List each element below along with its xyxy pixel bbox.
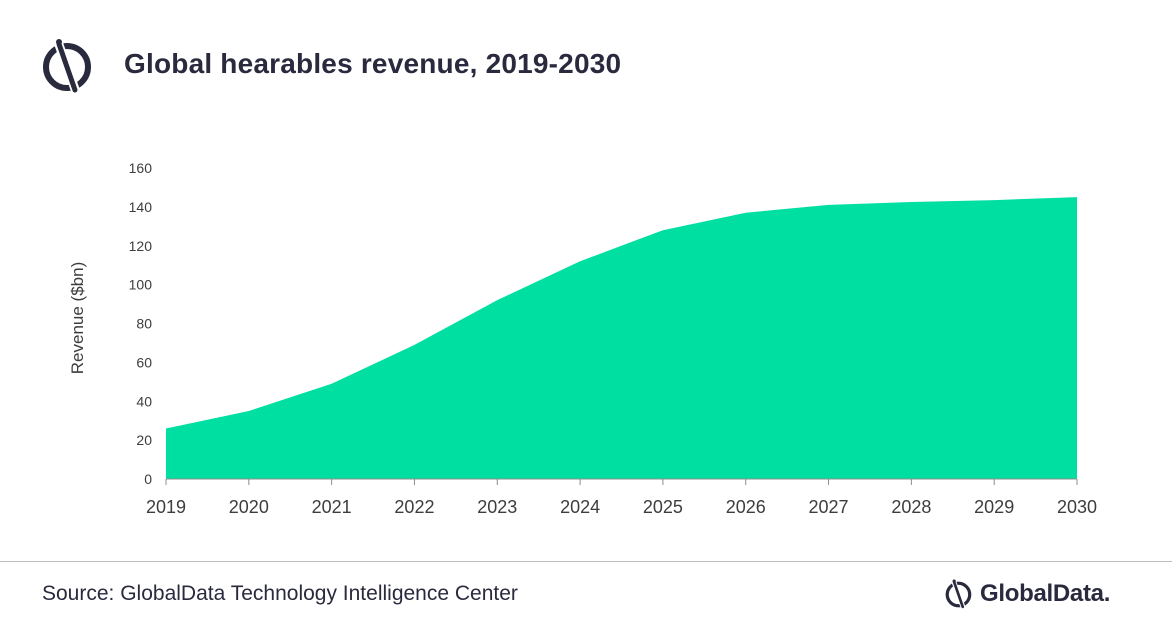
- x-tick-label: 2023: [477, 497, 517, 517]
- x-tick-label: 2024: [560, 497, 600, 517]
- x-tick-label: 2026: [726, 497, 766, 517]
- x-tick-label: 2028: [891, 497, 931, 517]
- y-tick-label: 0: [144, 471, 152, 487]
- y-tick-label: 100: [129, 277, 153, 293]
- brand-logo: GlobalData.: [944, 576, 1110, 612]
- x-tick-label: 2021: [312, 497, 352, 517]
- x-tick-label: 2025: [643, 497, 683, 517]
- y-tick-label: 120: [129, 238, 153, 254]
- y-tick-label: 40: [136, 393, 152, 409]
- x-tick-label: 2022: [394, 497, 434, 517]
- x-tick-label: 2019: [146, 497, 186, 517]
- brand-mark-icon: [945, 579, 972, 609]
- x-tick-label: 2030: [1057, 497, 1097, 517]
- x-tick-label: 2020: [229, 497, 269, 517]
- footer-divider: [0, 561, 1172, 562]
- chart-title: Global hearables revenue, 2019-2030: [124, 48, 622, 79]
- area-chart: 2019 2020 2021 2022 2023 2024 2025 2026 2027 2028…: [68, 160, 1097, 517]
- x-tick-label: 2027: [809, 497, 849, 517]
- revenue-area: [166, 197, 1077, 479]
- y-tick-label: 80: [136, 316, 152, 332]
- y-tick-label: 140: [129, 199, 153, 215]
- y-tick-label: 60: [136, 354, 152, 370]
- source-note: Source: GlobalData Technology Intelligen…: [42, 582, 518, 605]
- y-tick-label: 20: [136, 432, 152, 448]
- globaldata-logo-icon: [43, 39, 91, 94]
- y-tick-label: 160: [129, 160, 153, 176]
- y-axis-label: Revenue ($bn): [68, 262, 87, 374]
- brand-name: GlobalData.: [980, 580, 1111, 607]
- x-tick-label: 2029: [974, 497, 1014, 517]
